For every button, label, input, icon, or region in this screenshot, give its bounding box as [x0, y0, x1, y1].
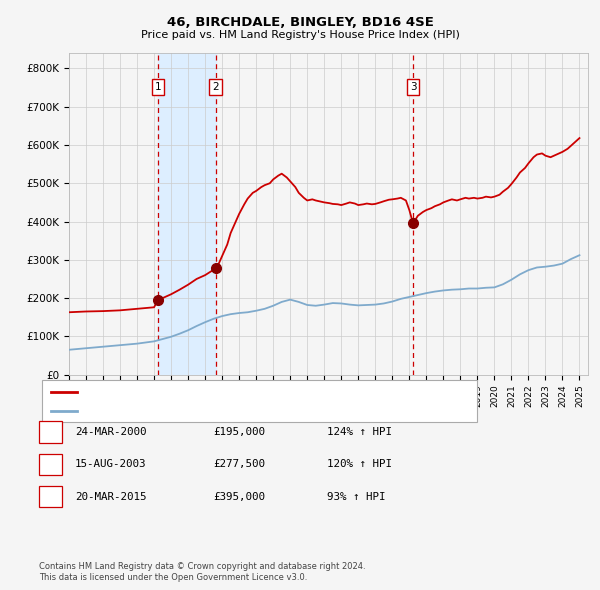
Text: 46, BIRCHDALE, BINGLEY, BD16 4SE (detached house): 46, BIRCHDALE, BINGLEY, BD16 4SE (detach… — [82, 387, 365, 397]
Text: 2: 2 — [47, 460, 54, 469]
Text: 15-AUG-2003: 15-AUG-2003 — [75, 460, 146, 469]
Text: 20-MAR-2015: 20-MAR-2015 — [75, 492, 146, 502]
Text: 24-MAR-2000: 24-MAR-2000 — [75, 427, 146, 437]
Text: Price paid vs. HM Land Registry's House Price Index (HPI): Price paid vs. HM Land Registry's House … — [140, 31, 460, 40]
Text: 120% ↑ HPI: 120% ↑ HPI — [327, 460, 392, 469]
Text: £395,000: £395,000 — [213, 492, 265, 502]
Text: 124% ↑ HPI: 124% ↑ HPI — [327, 427, 392, 437]
Text: This data is licensed under the Open Government Licence v3.0.: This data is licensed under the Open Gov… — [39, 572, 307, 582]
Bar — [158, 53, 215, 375]
Text: 3: 3 — [410, 82, 416, 92]
Text: 3: 3 — [47, 492, 54, 502]
Text: £277,500: £277,500 — [213, 460, 265, 469]
Text: 93% ↑ HPI: 93% ↑ HPI — [327, 492, 386, 502]
Text: £195,000: £195,000 — [213, 427, 265, 437]
Text: Contains HM Land Registry data © Crown copyright and database right 2024.: Contains HM Land Registry data © Crown c… — [39, 562, 365, 571]
Text: HPI: Average price, detached house, Bradford: HPI: Average price, detached house, Brad… — [82, 405, 320, 415]
Text: 46, BIRCHDALE, BINGLEY, BD16 4SE: 46, BIRCHDALE, BINGLEY, BD16 4SE — [167, 16, 433, 29]
Text: 1: 1 — [47, 427, 54, 437]
Text: 1: 1 — [155, 82, 161, 92]
Text: 2: 2 — [212, 82, 219, 92]
